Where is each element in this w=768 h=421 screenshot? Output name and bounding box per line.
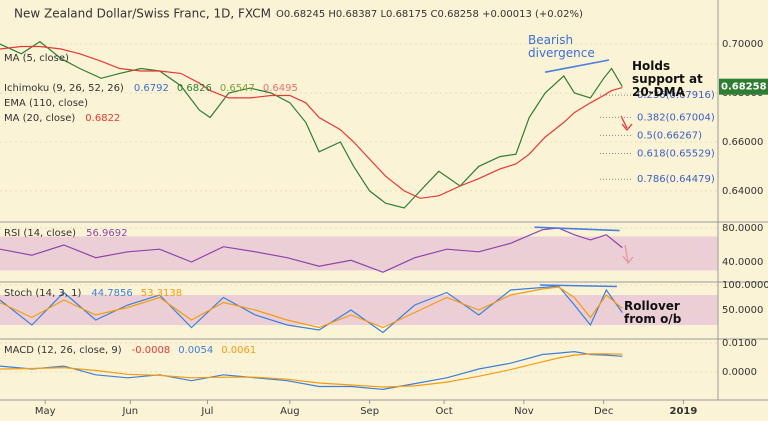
arrow [620,115,633,132]
series-line [0,227,623,273]
legend-value: 44.7856 [91,288,132,299]
annotation: Bearish divergence [528,33,595,60]
series-line [0,350,623,391]
fib-label: 0.786(0.64479) [637,174,715,185]
series-line [0,286,623,329]
annotation: Rollover from o/b [624,299,682,326]
legend-name: EMA (110, close) [4,98,88,109]
legend-name: MA (20, close) [4,113,75,124]
y-tick-label: 0.0100 [722,338,757,349]
x-tick-label: Jun [121,406,138,417]
series-line [539,284,617,288]
x-tick-label: 2019 [670,406,698,417]
y-tick-label: 80.0000 [722,223,763,234]
band [0,236,718,271]
legend-value: 56.9692 [86,228,127,239]
y-tick-label: 0.70000 [722,39,763,50]
legend-value: 0.6792 [134,83,169,94]
y-tick-label: 0.64000 [722,186,763,197]
legend-name: MACD (12, 26, close, 9) [4,345,122,356]
x-tick-label: Nov [514,406,534,417]
legend-name: RSI (14, close) [4,228,76,239]
x-tick-label: Oct [435,406,452,417]
legend-value: 0.6822 [85,113,120,124]
y-tick-label: 0.0000 [722,367,757,378]
x-tick-label: Dec [594,406,613,417]
annotation: Holds support at 20-DMA [632,59,703,99]
legend-name: MA (5, close) [4,53,69,64]
legend-value: -0.0008 [132,345,171,356]
last-price-tag [719,78,768,95]
series-line [544,59,610,73]
chart-title: New Zealand Dollar/Swiss Franc, 1D, FXCM [14,7,271,21]
last-price-label: 0.68258 [721,82,767,93]
legend-value: 0.6547 [220,83,255,94]
fib-label: 0.618(0.65529) [637,148,715,159]
y-tick-label: 0.66000 [722,137,763,148]
x-tick-label: Jul [200,406,213,417]
series-line [0,40,623,209]
fib-label: 0.5(0.66267) [637,130,702,141]
legend-name: Ichimoku (9, 26, 52, 26) [4,83,124,94]
series-line [534,226,620,232]
x-tick-label: May [35,406,56,417]
y-tick-label: 50.0000 [722,305,763,316]
legend-name: Stoch (14, 3, 1) [4,288,81,299]
y-tick-label: 40.0000 [722,257,763,268]
x-tick-label: Aug [280,406,300,417]
x-tick-label: Sep [360,406,379,417]
fib-label: 0.236(0.67916) [637,90,715,101]
ohlc: O0.68245 H0.68387 L0.68175 C0.68258 +0.0… [276,9,583,20]
y-tick-label: 100.0000 [722,280,768,291]
legend-value: 0.0061 [221,345,256,356]
plot-bg [0,0,718,400]
band [0,295,718,325]
legend-value: 0.0054 [178,345,213,356]
legend-value: 0.6495 [263,83,298,94]
series-line [0,353,623,388]
fib-label: 0.382(0.67004) [637,112,715,123]
legend-value: 53.3138 [141,288,182,299]
legend-value: 0.6826 [177,83,212,94]
series-line [0,45,623,199]
